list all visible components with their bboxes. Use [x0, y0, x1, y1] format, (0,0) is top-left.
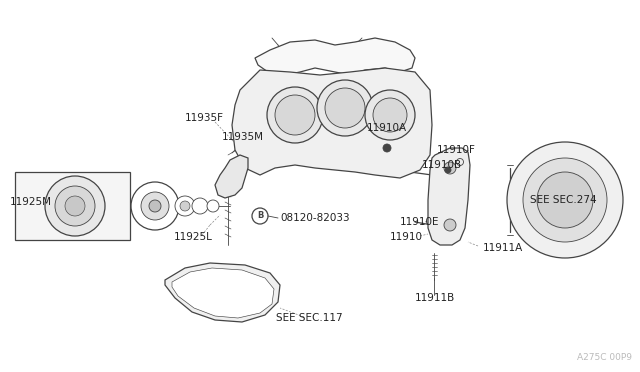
Text: A275C 00P9: A275C 00P9: [577, 353, 632, 362]
Text: SEE SEC.117: SEE SEC.117: [276, 313, 342, 323]
Circle shape: [180, 201, 190, 211]
Polygon shape: [232, 68, 432, 178]
Circle shape: [507, 142, 623, 258]
Text: 11910F: 11910F: [437, 145, 476, 155]
Text: 11935M: 11935M: [222, 132, 264, 142]
Circle shape: [445, 167, 451, 173]
Circle shape: [149, 200, 161, 212]
Text: 11911B: 11911B: [415, 293, 455, 303]
Circle shape: [45, 176, 105, 236]
Text: B: B: [257, 212, 263, 221]
Circle shape: [444, 162, 456, 174]
Text: 11925M: 11925M: [10, 197, 52, 207]
Circle shape: [55, 186, 95, 226]
Circle shape: [65, 196, 85, 216]
Circle shape: [383, 144, 391, 152]
Polygon shape: [172, 268, 274, 318]
Circle shape: [175, 196, 195, 216]
Text: 11910: 11910: [390, 232, 423, 242]
Circle shape: [317, 80, 373, 136]
Circle shape: [192, 198, 208, 214]
Text: 11910A: 11910A: [367, 123, 407, 133]
Text: 08120-82033: 08120-82033: [280, 213, 349, 223]
Text: 11911A: 11911A: [483, 243, 524, 253]
Polygon shape: [15, 172, 130, 240]
Circle shape: [267, 87, 323, 143]
Circle shape: [523, 158, 607, 242]
Polygon shape: [215, 155, 248, 198]
Text: 11935F: 11935F: [185, 113, 224, 123]
Circle shape: [537, 172, 593, 228]
Circle shape: [444, 219, 456, 231]
Circle shape: [275, 95, 315, 135]
Circle shape: [325, 88, 365, 128]
Circle shape: [373, 98, 407, 132]
Polygon shape: [428, 148, 470, 245]
Text: 11910B: 11910B: [422, 160, 462, 170]
Circle shape: [207, 200, 219, 212]
Text: 11910E: 11910E: [400, 217, 440, 227]
Circle shape: [141, 192, 169, 220]
Circle shape: [131, 182, 179, 230]
Polygon shape: [255, 38, 415, 75]
Text: 11925L: 11925L: [174, 232, 213, 242]
Polygon shape: [165, 263, 280, 322]
Text: SEE SEC.274: SEE SEC.274: [530, 195, 596, 205]
Circle shape: [365, 90, 415, 140]
